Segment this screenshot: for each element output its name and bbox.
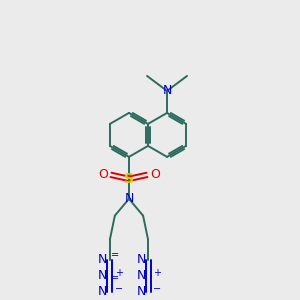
Text: +: + — [153, 268, 161, 278]
Text: N: N — [98, 285, 107, 298]
Text: O: O — [150, 168, 160, 182]
Text: S: S — [124, 172, 134, 186]
Text: =: = — [111, 273, 119, 283]
Text: +: + — [115, 268, 123, 278]
Text: N: N — [98, 253, 107, 266]
Text: −: − — [115, 284, 123, 294]
Text: N: N — [136, 285, 146, 298]
Text: N: N — [98, 269, 107, 282]
Text: N: N — [136, 253, 146, 266]
Text: N: N — [162, 84, 172, 98]
Text: N: N — [136, 269, 146, 282]
Text: O: O — [98, 168, 108, 182]
Text: N: N — [124, 192, 134, 205]
Text: −: − — [153, 284, 161, 294]
Text: =: = — [111, 250, 119, 260]
